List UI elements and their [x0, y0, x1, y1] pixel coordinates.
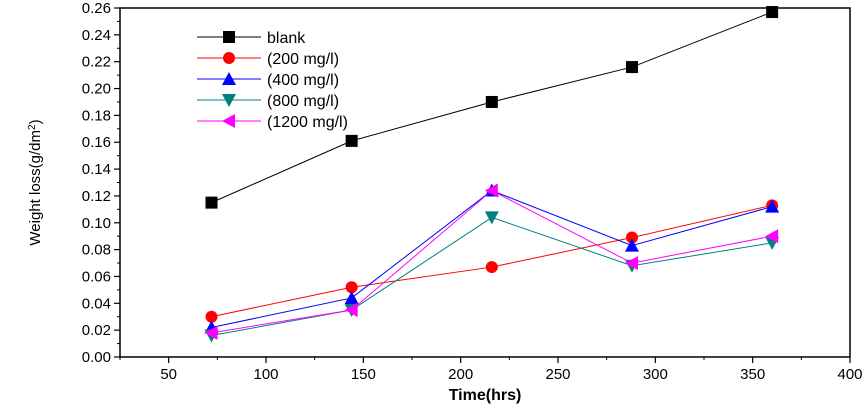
x-tick-label: 100	[253, 366, 278, 383]
y-tick-label: 0.12	[82, 188, 111, 205]
series-layer	[204, 6, 780, 343]
data-point	[345, 281, 358, 294]
data-point	[204, 325, 218, 340]
legend-marker	[223, 31, 235, 43]
data-point	[624, 256, 638, 271]
legend-item: (200 mg/l)	[197, 51, 339, 68]
x-tick-label: 400	[837, 366, 862, 383]
legend-marker	[222, 94, 236, 107]
x-tick-label: 350	[740, 366, 765, 383]
y-tick-label: 0.16	[82, 134, 111, 151]
data-point	[766, 6, 779, 19]
axes: 50 100 150 200 250 300 350 400 0.00 0.02 0.04 0.06 0…	[82, 0, 862, 383]
legend-item: (400 mg/l)	[197, 72, 339, 89]
legend-marker	[222, 72, 236, 85]
data-point	[484, 183, 498, 198]
y-tick-label: 0.02	[82, 322, 111, 339]
y-tick-label: 0.06	[82, 268, 111, 285]
series-1	[205, 199, 779, 323]
y-tick-label: 0.04	[82, 295, 111, 312]
data-point	[765, 229, 779, 244]
series-4	[204, 183, 779, 340]
data-point	[344, 303, 358, 318]
legend-label: (200 mg/l)	[267, 51, 339, 68]
y-axis-title-superscript: 2	[27, 124, 38, 130]
series-0	[205, 6, 779, 209]
data-point	[205, 310, 218, 323]
legend-label: blank	[267, 30, 306, 47]
series-line	[211, 216, 773, 337]
series-3	[204, 211, 780, 343]
series-2	[204, 183, 780, 334]
x-tick-label: 300	[643, 366, 668, 383]
data-point	[765, 199, 780, 213]
legend-label: (800 mg/l)	[267, 93, 339, 110]
legend-label: (1200 mg/l)	[267, 114, 348, 131]
x-tick-label: 250	[545, 366, 570, 383]
x-tick-label: 50	[160, 366, 177, 383]
x-axis-title: Time(hrs)	[449, 387, 522, 404]
data-point	[625, 231, 638, 244]
y-tick-label: 0.14	[82, 161, 111, 178]
data-point	[344, 290, 359, 304]
y-tick-label: 0.22	[82, 54, 111, 71]
data-point	[624, 238, 639, 252]
y-tick-label: 0.10	[82, 215, 111, 232]
y-axis-title-base: Weight loss(g/dm	[27, 130, 44, 246]
x-tick-label: 200	[448, 366, 473, 383]
data-point	[485, 95, 498, 108]
legend-item: blank	[197, 30, 306, 47]
y-tick-label: 0.24	[82, 27, 111, 44]
data-point	[205, 196, 218, 209]
legend: blank (200 mg/l) (400 mg/l) (800 mg/l) (1200…	[197, 30, 348, 131]
y-tick-label: 0.20	[82, 81, 111, 98]
y-tick-label: 0.18	[82, 107, 111, 124]
legend-marker	[223, 52, 235, 64]
y-axis-title-end: )	[27, 119, 44, 124]
data-point	[485, 261, 498, 274]
legend-item: (1200 mg/l)	[197, 114, 348, 131]
data-point	[625, 61, 638, 74]
data-point	[345, 134, 358, 147]
legend-marker	[222, 114, 235, 128]
y-tick-label: 0.26	[82, 0, 111, 17]
data-point	[484, 211, 499, 225]
legend-label: (400 mg/l)	[267, 72, 339, 89]
x-tick-label: 150	[351, 366, 376, 383]
series-line	[211, 189, 773, 328]
y-axis-title: Weight loss(g/dm2)	[27, 119, 45, 245]
legend-item: (800 mg/l)	[197, 93, 339, 110]
y-tick-label: 0.08	[82, 242, 111, 259]
y-tick-label: 0.00	[82, 349, 111, 366]
